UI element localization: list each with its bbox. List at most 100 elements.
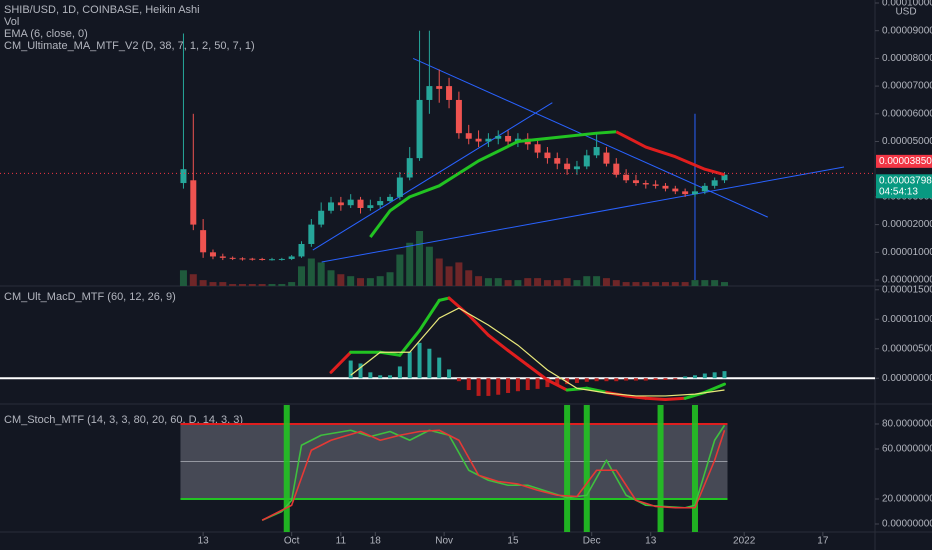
candle-body: [318, 210, 325, 225]
candle-body: [347, 199, 354, 206]
histogram-bar: [388, 375, 393, 379]
macd-segment: [565, 386, 589, 392]
y-tick-label: 0.00000000: [882, 519, 932, 530]
symbol-title: SHIB/USD, 1D, COINBASE, Heikin Ashi: [4, 4, 200, 16]
candle-body: [691, 191, 698, 195]
volume-bar: [484, 278, 492, 286]
macd-segment: [526, 363, 549, 382]
price-label: 0.00003850: [879, 156, 932, 167]
volume-bar: [179, 270, 187, 286]
macd-segment: [486, 333, 510, 353]
candle-body: [455, 99, 462, 134]
candle-body: [337, 202, 344, 206]
candle-body: [416, 99, 423, 159]
volume-bar: [386, 272, 394, 286]
histogram-bar: [692, 375, 697, 379]
candle-body: [446, 86, 453, 100]
signal-line: [350, 307, 725, 397]
candle-body: [298, 243, 305, 257]
histogram-bar: [624, 378, 629, 381]
candle-body: [603, 152, 610, 164]
volume-bar: [219, 282, 227, 286]
histogram-bar: [447, 369, 452, 379]
candle-body: [662, 185, 669, 189]
candle-body: [544, 152, 551, 159]
histogram-bar: [407, 351, 412, 379]
volume-bar: [504, 280, 512, 286]
histogram-bar: [565, 378, 570, 385]
candle-body: [288, 256, 295, 259]
volume-bar: [209, 282, 217, 286]
candle-body: [268, 259, 275, 261]
ma-line: [369, 130, 617, 238]
y-tick-label: 0.00006000: [882, 108, 932, 119]
y-tick-label: 80.00000000: [882, 419, 932, 430]
candle-body: [721, 174, 728, 181]
histogram-bar: [545, 378, 550, 388]
macd-segment: [418, 298, 441, 332]
histogram-bar: [348, 360, 353, 379]
candle-body: [259, 258, 266, 260]
histogram-bar: [378, 375, 383, 379]
histogram-bar: [476, 378, 481, 396]
ma-line: [615, 130, 725, 177]
histogram-bar: [368, 372, 373, 379]
macd-segment: [624, 394, 648, 400]
volume-bar: [514, 280, 522, 286]
candle-body: [465, 133, 472, 139]
histogram-bar: [358, 363, 363, 379]
volume-bar: [612, 280, 620, 286]
volume-bar: [583, 276, 591, 286]
histogram-bar: [712, 372, 717, 379]
volume-bar: [494, 278, 502, 286]
volume-bar: [524, 278, 532, 286]
volume-bar: [632, 282, 640, 286]
volume-bar: [691, 280, 699, 286]
candle-body: [672, 188, 679, 192]
candle-body: [406, 158, 413, 178]
y-tick-label: 0.00009000: [882, 25, 932, 36]
candle-body: [200, 230, 207, 253]
histogram-bar: [673, 378, 678, 380]
histogram-bar: [722, 371, 727, 379]
y-tick-label: 0.00000500: [882, 343, 932, 354]
y-tick-label: 0.00001000: [882, 247, 932, 258]
indicator-label: EMA (6, close, 0): [4, 28, 88, 40]
x-tick-label: 13: [198, 536, 210, 547]
histogram-bar: [525, 378, 530, 391]
histogram-bar: [653, 378, 658, 380]
price-label-box: [876, 174, 932, 199]
histogram-bar: [633, 378, 638, 381]
candle-body: [377, 201, 384, 206]
volume-bar: [475, 276, 483, 286]
histogram-bar: [506, 378, 511, 393]
histogram-bar: [515, 378, 520, 392]
candle-body: [219, 256, 226, 258]
candle-body: [682, 191, 689, 195]
macd-segment: [467, 313, 490, 337]
macd-segment: [545, 378, 569, 392]
candle-body: [711, 180, 718, 186]
histogram-bar: [486, 378, 491, 396]
macd-segment: [437, 296, 451, 302]
macd-segment: [703, 382, 726, 394]
volume-bar: [396, 254, 404, 286]
volume-bar: [416, 231, 424, 286]
volume-bar: [593, 276, 601, 286]
candle-body: [632, 180, 639, 184]
candle-body: [278, 258, 285, 260]
candle-body: [190, 180, 197, 225]
histogram-bar: [594, 378, 599, 382]
price-label-box: [876, 154, 932, 168]
histogram-bar: [574, 378, 579, 383]
candle-body: [583, 155, 590, 167]
volume-bar: [711, 280, 719, 286]
histogram-bar: [702, 373, 707, 379]
volume-bar: [307, 258, 315, 286]
candle-body: [564, 163, 571, 170]
x-tick-label: 17: [817, 536, 829, 547]
candle-body: [623, 174, 630, 181]
x-tick-label: 11: [336, 536, 347, 547]
macd-segment: [585, 386, 608, 394]
